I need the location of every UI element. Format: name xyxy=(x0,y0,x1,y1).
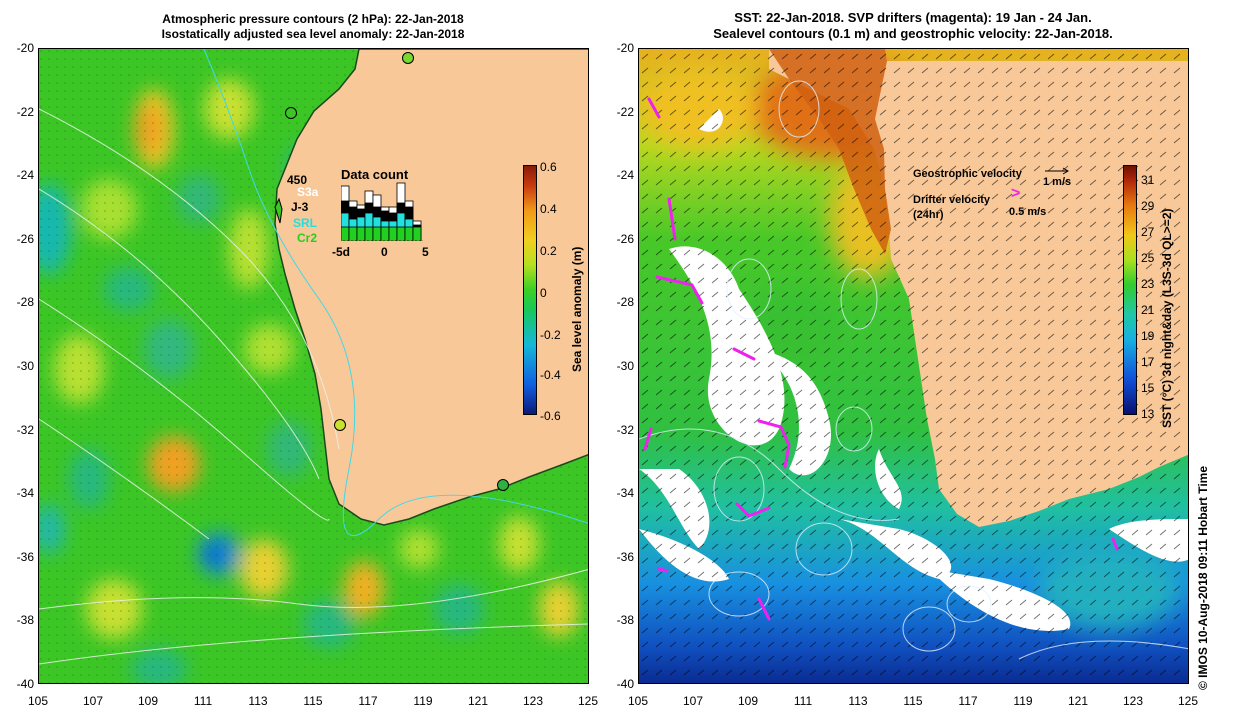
right-ytick: -38 xyxy=(616,613,634,628)
left-ytick: -40 xyxy=(16,677,34,691)
left-title-line1: Atmospheric pressure contours (2 hPa): 2… xyxy=(162,12,464,26)
slc-tick-4: -0.2 xyxy=(540,328,561,342)
right-title-line1: SST: 22-Jan-2018. SVP drifters (magenta)… xyxy=(734,10,1092,25)
sst-tick-15: 15 xyxy=(1141,381,1155,395)
right-xtick: 107 xyxy=(682,694,704,708)
right-ytick: -36 xyxy=(616,549,634,564)
left-xtick: 109 xyxy=(137,694,159,708)
right-ytick: -22 xyxy=(616,104,634,119)
right-ytick: -30 xyxy=(616,359,634,373)
sat-cr2: Cr2 xyxy=(297,231,318,245)
right-ytick: -24 xyxy=(616,168,634,183)
sst-tick-31: 31 xyxy=(1141,173,1155,187)
slc-tick-2: 0.2 xyxy=(540,244,557,258)
sat-j3: J-3 xyxy=(291,200,309,214)
left-xtick: 117 xyxy=(358,694,378,708)
right-ytick: -34 xyxy=(616,486,634,501)
slc-tick-6: -0.6 xyxy=(540,409,561,423)
drifter-velocity-scale: 0.5 m/s xyxy=(1009,206,1047,218)
sat-s3a: S3a xyxy=(297,185,319,199)
left-xtick: 111 xyxy=(193,694,213,708)
right-xtick: 121 xyxy=(1067,694,1089,708)
sst-tick-13: 13 xyxy=(1141,407,1155,421)
sst-tick-17: 17 xyxy=(1141,355,1155,369)
left-ytick: -20 xyxy=(16,41,34,55)
right-xtick: 119 xyxy=(1013,694,1033,708)
left-xtick: 113 xyxy=(248,694,268,708)
right-ytick: -40 xyxy=(616,677,634,691)
slc-tick-0: 0.6 xyxy=(540,160,557,174)
sea-level-colorbar xyxy=(523,165,537,415)
right-xtick: 109 xyxy=(737,694,759,708)
sst-colorbar xyxy=(1123,165,1137,415)
drifter-velocity-label: Drifter velocity xyxy=(913,194,991,206)
sst-map-graphic xyxy=(639,49,1188,683)
left-ytick: -34 xyxy=(16,486,34,501)
slc-tick-5: -0.4 xyxy=(540,368,561,382)
right-xtick: 117 xyxy=(958,694,978,708)
sst-tick-25: 25 xyxy=(1141,251,1155,265)
geostrophic-velocity-label: Geostrophic velocity xyxy=(913,168,1022,180)
left-ytick: -32 xyxy=(16,422,34,437)
left-ytick: -24 xyxy=(16,168,34,183)
left-ytick: -28 xyxy=(16,295,34,310)
right-xtick: 123 xyxy=(1122,694,1144,708)
sea-level-colorbar-label: Sea level anomaly (m) xyxy=(570,246,584,372)
sea-level-anomaly-map: Data count 450 S3a J-3 SRL Cr2 -5d 0 5 xyxy=(38,48,589,684)
right-ytick: -28 xyxy=(616,295,634,310)
right-xtick: 125 xyxy=(1177,694,1199,708)
sst-tick-29: 29 xyxy=(1141,199,1155,213)
left-xtick: 105 xyxy=(27,694,49,708)
right-ytick: -32 xyxy=(616,422,634,437)
left-xtick: 107 xyxy=(82,694,104,708)
right-xtick: 105 xyxy=(627,694,649,708)
slc-tick-1: 0.4 xyxy=(540,202,557,216)
sst-tick-27: 27 xyxy=(1141,225,1155,239)
data-count-histogram xyxy=(340,181,425,242)
left-ytick: -36 xyxy=(16,549,34,564)
left-ytick: -26 xyxy=(16,231,34,246)
left-xtick: 125 xyxy=(577,694,599,708)
left-xtick: 119 xyxy=(413,694,433,708)
sst-tick-23: 23 xyxy=(1141,277,1155,291)
left-ytick: -38 xyxy=(16,613,34,628)
sst-tick-19: 19 xyxy=(1141,329,1155,343)
data-count-bars xyxy=(340,182,425,242)
left-ytick: -30 xyxy=(16,359,34,373)
left-xtick: 123 xyxy=(522,694,544,708)
left-xtick: 121 xyxy=(467,694,489,708)
geostrophic-velocity-scale: 1 m/s xyxy=(1043,176,1072,188)
left-map-title: Atmospheric pressure contours (2 hPa): 2… xyxy=(38,12,588,42)
right-title-line2: Sealevel contours (0.1 m) and geostrophi… xyxy=(713,26,1113,41)
slc-tick-3: 0 xyxy=(540,286,547,300)
sst-tick-21: 21 xyxy=(1141,303,1155,317)
left-title-line2: Isostatically adjusted sea level anomaly… xyxy=(161,27,465,41)
data-count-max: 450 xyxy=(287,173,308,187)
right-map-title: SST: 22-Jan-2018. SVP drifters (magenta)… xyxy=(638,10,1188,42)
data-count-xtick-5: 5 xyxy=(422,245,429,259)
drifter-arrow-icon: > xyxy=(1011,185,1021,202)
left-xtick: 115 xyxy=(303,694,323,708)
right-xtick: 113 xyxy=(848,694,868,708)
sea-level-map-graphic xyxy=(39,49,588,683)
right-xtick: 115 xyxy=(903,694,923,708)
imos-footer: © IMOS 10-Aug-2018 09:11 Hobart Time xyxy=(1196,465,1210,690)
right-xtick: 111 xyxy=(793,694,813,708)
sst-map: Geostrophic velocity 1 m/s Drifter veloc… xyxy=(638,48,1189,684)
data-count-xtick-neg5: -5d xyxy=(332,245,350,259)
data-count-title: Data count xyxy=(341,167,409,182)
right-ytick: -26 xyxy=(616,231,634,246)
left-ytick: -22 xyxy=(16,104,34,119)
drifter-velocity-period: (24hr) xyxy=(913,209,944,221)
sat-srl: SRL xyxy=(293,216,317,230)
right-ytick: -20 xyxy=(616,41,634,55)
sst-colorbar-label: SST (°C) 3d night&day (L3S-3d QL>=2) xyxy=(1160,208,1174,429)
data-count-xtick-0: 0 xyxy=(381,245,388,259)
